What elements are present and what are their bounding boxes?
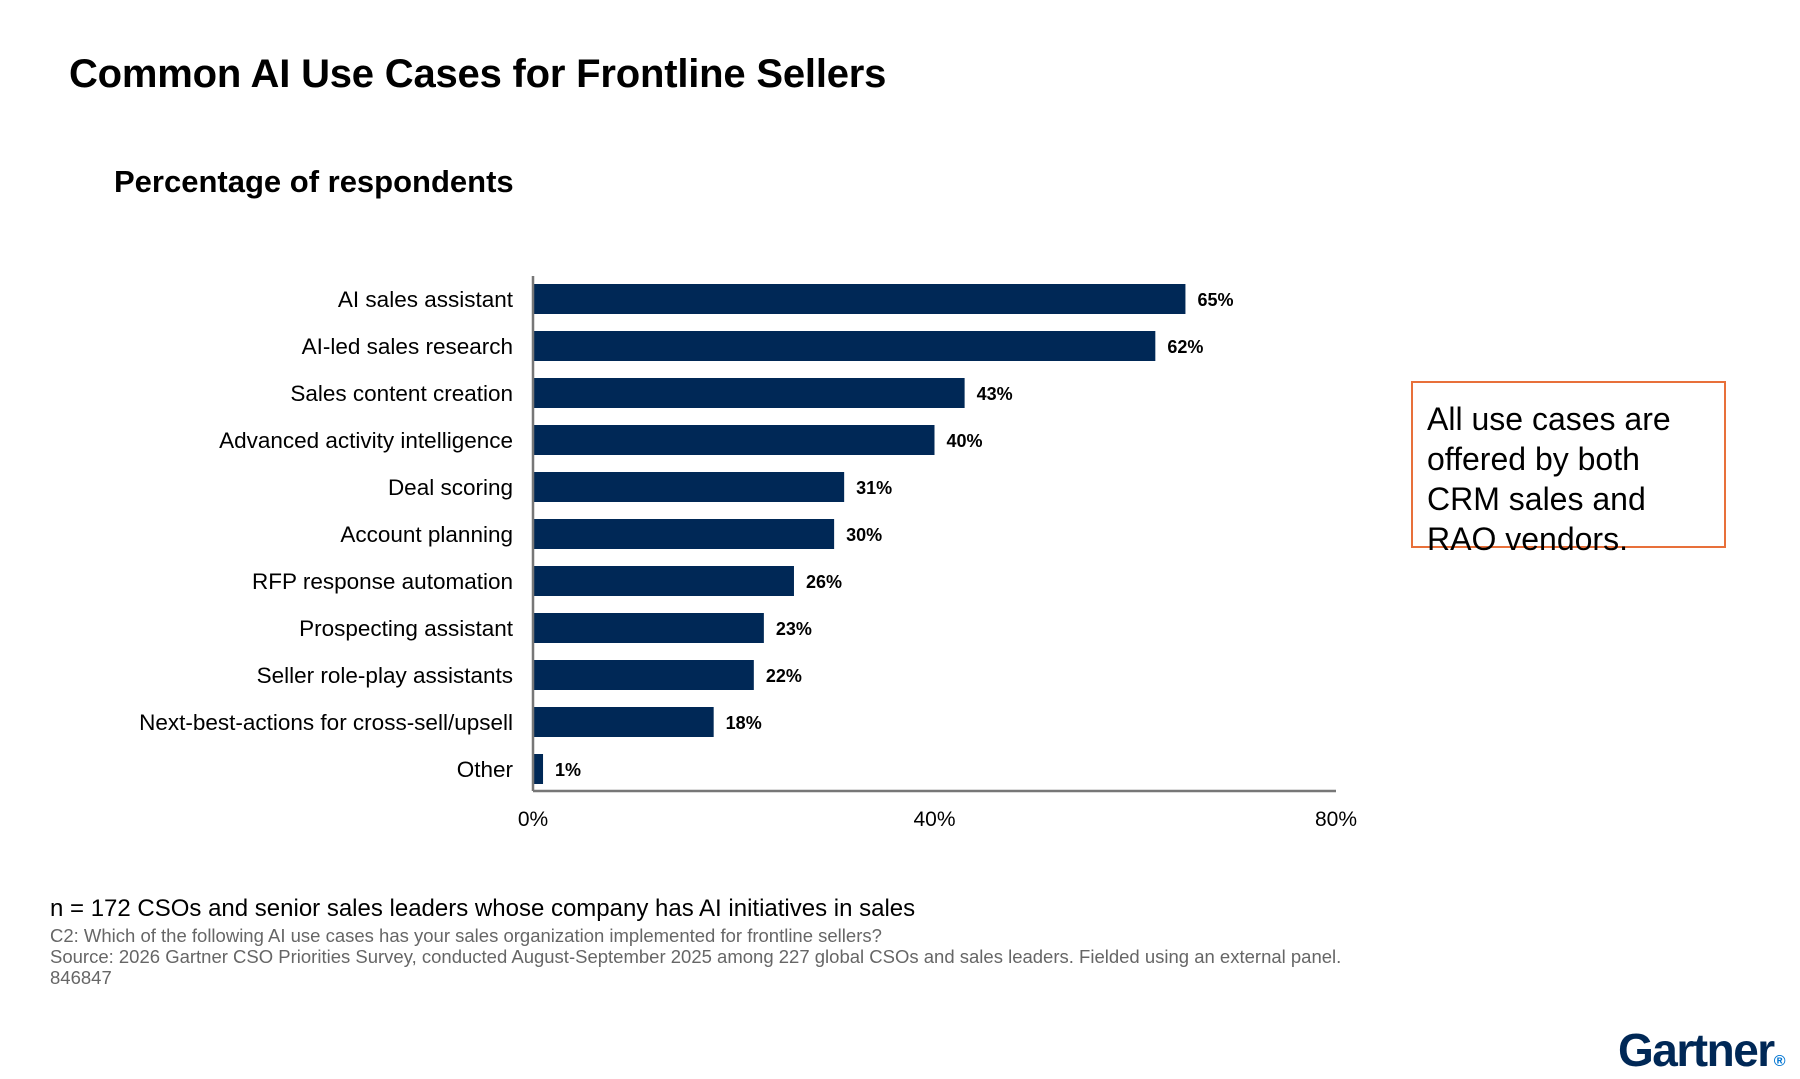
category-label: Deal scoring — [388, 475, 513, 500]
category-label: AI sales assistant — [338, 287, 514, 312]
source-note: Source: 2026 Gartner CSO Priorities Surv… — [50, 946, 1342, 967]
data-label: 18% — [726, 713, 762, 733]
bar — [533, 519, 835, 549]
page-title: Common AI Use Cases for Frontline Seller… — [69, 52, 887, 96]
data-label: 43% — [977, 384, 1013, 404]
survey-question-note: C2: Which of the following AI use cases … — [50, 925, 882, 946]
category-label: Account planning — [340, 522, 513, 547]
bar — [533, 707, 714, 737]
category-label: Other — [457, 757, 514, 782]
bar — [533, 660, 754, 690]
data-label: 65% — [1197, 290, 1233, 310]
category-label: Prospecting assistant — [299, 616, 514, 641]
bar — [533, 566, 794, 596]
callout-box: All use cases are offered by both CRM sa… — [1411, 381, 1726, 557]
data-label: 22% — [766, 666, 802, 686]
bar — [533, 425, 935, 455]
category-label: RFP response automation — [252, 569, 513, 594]
chart-subtitle: Percentage of respondents — [114, 164, 514, 199]
bar-chart: AI sales assistant 65% AI-led sales resear… — [139, 276, 1357, 831]
document-id: 846847 — [50, 967, 112, 988]
data-label: 30% — [846, 525, 882, 545]
bar — [533, 331, 1156, 361]
bar — [533, 613, 764, 643]
x-tick-label: 0% — [518, 808, 548, 831]
sample-size-note: n = 172 CSOs and senior sales leaders wh… — [50, 895, 916, 922]
category-label: Next-best-actions for cross-sell/upsell — [139, 710, 513, 735]
category-label: Advanced activity intelligence — [219, 428, 513, 453]
bar — [533, 378, 965, 408]
gartner-logo: Gartner® — [1618, 1024, 1786, 1076]
x-tick-label: 80% — [1315, 808, 1357, 831]
bar — [533, 472, 845, 502]
data-label: 62% — [1167, 337, 1203, 357]
bar — [533, 754, 544, 784]
data-label: 1% — [555, 760, 581, 780]
data-label: 31% — [856, 478, 892, 498]
data-label: 26% — [806, 572, 842, 592]
data-label: 23% — [776, 619, 812, 639]
category-label: Seller role-play assistants — [257, 663, 513, 688]
category-label: Sales content creation — [290, 381, 513, 406]
category-label: AI-led sales research — [302, 334, 513, 359]
x-tick-label: 40% — [913, 808, 955, 831]
bar — [533, 284, 1186, 314]
data-label: 40% — [947, 431, 983, 451]
